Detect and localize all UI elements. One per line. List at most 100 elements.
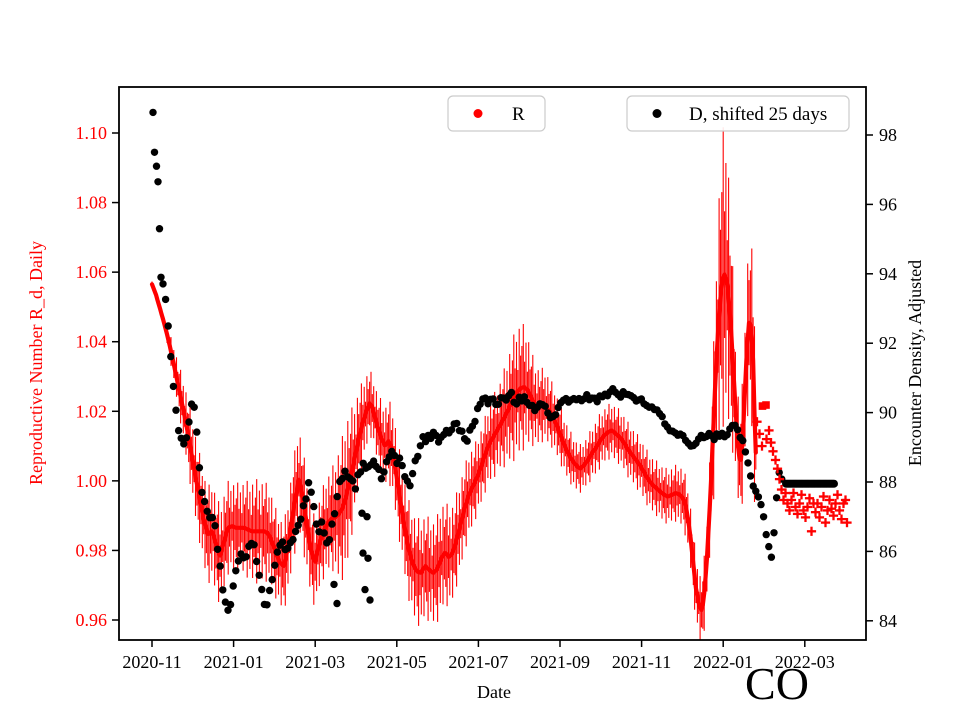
d-scatter-dot <box>213 545 222 553</box>
d-scatter-dot <box>328 520 336 528</box>
x-tick-label-1: 2021-01 <box>204 652 264 672</box>
d-scatter-dot <box>739 436 747 445</box>
d-scatter-dot <box>211 522 219 530</box>
d-scatter-dot <box>408 469 417 478</box>
legend-d-marker-icon <box>652 109 662 118</box>
d-scatter-dot <box>229 582 237 590</box>
d-scatter-dot <box>733 426 742 434</box>
d-scatter-dot <box>759 513 768 521</box>
y-left-tick-label-2: 1.06 <box>76 262 108 282</box>
x-tick-label-6: 2021-11 <box>612 652 671 672</box>
legend-d: D, shifted 25 days <box>626 95 850 132</box>
d-outlier-dot <box>333 599 341 608</box>
d-scatter-dot <box>174 426 183 435</box>
d-scatter-dot <box>294 521 302 529</box>
r-errorbars-layer <box>151 127 757 641</box>
d-scatter-dot <box>185 418 193 426</box>
d-scatter-dot <box>193 428 201 436</box>
x-tick-label-0: 2020-11 <box>122 652 181 672</box>
d-scatter-dot <box>723 431 731 439</box>
legend-r-label: R <box>512 104 525 125</box>
d-outlier-dot <box>150 148 159 156</box>
d-scatter-dot <box>453 419 461 428</box>
y-left-tick-label-1: 1.08 <box>76 193 108 213</box>
d-scatter-dot <box>754 493 763 501</box>
y-left-tick-label-4: 1.02 <box>76 401 108 421</box>
y-left-tick-label-0: 1.10 <box>76 123 108 143</box>
state-annotation: CO <box>745 658 809 709</box>
d-scatter-dot <box>224 606 232 614</box>
d-scatter-dot <box>765 542 773 551</box>
y-right-tick-label-5: 88 <box>879 472 897 492</box>
x-tick-label-3: 2021-05 <box>367 652 427 672</box>
d-scatter-dot <box>255 571 263 579</box>
d-scatter-dot <box>258 585 266 594</box>
x-tick-label-5: 2021-09 <box>530 652 590 672</box>
d-outlier-dot <box>330 580 338 589</box>
r-center-line <box>149 272 758 612</box>
d-scatter-dot <box>325 536 334 544</box>
d-scatter-dot <box>200 497 209 506</box>
plot-frame <box>118 86 867 641</box>
d-scatter-dot <box>349 477 357 485</box>
d-scatter-dot <box>208 513 217 522</box>
d-scatter-dot <box>172 406 180 414</box>
d-scatter-dot <box>242 553 250 561</box>
legend-d-label: D, shifted 25 days <box>689 104 827 125</box>
d-scatter-dot <box>289 535 297 544</box>
d-scatter-dot <box>320 529 328 537</box>
legend-d-box <box>626 95 850 132</box>
d-flat-tail-dot <box>830 479 838 488</box>
d-scatter-dot <box>265 586 274 595</box>
d-scatter-dot <box>377 475 386 483</box>
d-scatter-dot <box>447 426 456 434</box>
d-scatter-dot <box>333 492 341 501</box>
y-left-tick-label-5: 1.00 <box>76 471 108 491</box>
d-scatter-dot <box>395 454 404 462</box>
y-right-tick-label-1: 96 <box>879 194 897 214</box>
d-scatter-dot <box>304 479 313 487</box>
d-scatter-dot <box>250 541 258 549</box>
d-scatter-dot <box>507 388 516 397</box>
d-scatter-dot <box>268 575 276 584</box>
d-outlier-dot <box>359 549 367 557</box>
d-scatter-dot <box>356 468 365 476</box>
d-scatter-dot <box>190 403 198 411</box>
d-scatter-dot <box>757 500 765 509</box>
d-scatter-dot <box>593 398 601 406</box>
d-scatter-dot <box>291 527 300 536</box>
d-scatter-dot <box>216 562 224 570</box>
d-scatter-dot <box>770 529 778 537</box>
d-scatter-dot <box>232 567 240 575</box>
d-scatter-dot <box>351 485 360 493</box>
x-tick-label-7: 2022-01 <box>693 652 753 672</box>
d-scatter-dot <box>406 482 414 490</box>
d-outlier-dot <box>157 273 165 281</box>
d-scatter-dot <box>471 417 479 426</box>
d-outlier-dot <box>149 108 157 117</box>
d-scatter-dot <box>226 600 235 609</box>
d-scatter-dot <box>494 400 503 408</box>
d-scatter-dot <box>398 461 406 470</box>
d-scatter-dot <box>463 437 471 445</box>
d-scatter-dot <box>767 553 776 561</box>
d-scatter-dot <box>203 507 211 515</box>
x-tick-label-2: 2021-03 <box>285 652 345 672</box>
d-outlier-dot <box>155 225 164 233</box>
y-axis-label-left: Reproductive Number R_d, Daily <box>26 241 46 485</box>
legend-r: R <box>447 95 546 132</box>
d-scatter-dot <box>302 495 310 503</box>
d-outlier-dot <box>366 596 374 604</box>
d-scatter-dot <box>271 561 279 569</box>
d-scatter-dot <box>762 530 770 539</box>
d-scatter-dot <box>658 412 666 421</box>
x-tick-label-8: 2022-03 <box>775 652 835 672</box>
y-right-tick-label-2: 94 <box>879 264 897 284</box>
d-scatter-dot <box>341 467 349 475</box>
legend-r-box <box>447 95 546 132</box>
y-right-tick-label-6: 86 <box>879 541 897 561</box>
x-tick-label-4: 2021-07 <box>448 652 508 672</box>
d-scatter-dot <box>317 518 326 526</box>
d-scatter-dot <box>169 382 178 391</box>
